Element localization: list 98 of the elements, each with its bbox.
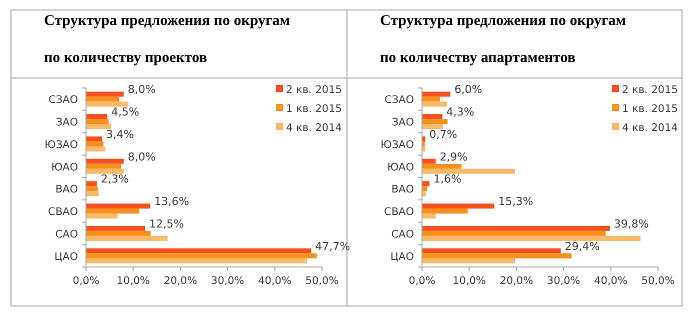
bar: [422, 226, 610, 231]
bar: [422, 248, 561, 254]
bar: [86, 119, 109, 124]
bar: [86, 230, 151, 236]
data-label: 6,0%: [454, 83, 482, 96]
bar: [86, 204, 150, 209]
y-tick-label: САО: [391, 228, 414, 240]
bar: [86, 92, 124, 97]
data-label: 13,6%: [154, 195, 190, 208]
legend-label: 4 кв. 2014: [286, 122, 342, 134]
y-tick-label: ЦАО: [54, 250, 78, 263]
bar: [86, 181, 97, 186]
bar: [86, 248, 312, 254]
y-tick-label: ЮАО: [51, 161, 78, 174]
bar: [86, 102, 128, 107]
bar: [86, 96, 120, 102]
x-tick-label: 10,0%: [452, 275, 486, 287]
data-label: 8,0%: [128, 83, 156, 96]
legend-label: 4 кв. 2014: [622, 122, 678, 134]
data-label: 29,4%: [564, 240, 600, 253]
data-label: 4,3%: [446, 106, 474, 119]
legend-label: 1 кв. 2015: [622, 103, 678, 115]
bar: [422, 158, 436, 164]
bar: [86, 226, 145, 231]
bar: [86, 141, 104, 146]
data-label: 2,3%: [100, 172, 129, 186]
bar: [422, 181, 430, 186]
data-label: 15,3%: [498, 195, 534, 208]
x-tick-label: 50,0%: [641, 275, 675, 287]
x-tick-label: 0,0%: [72, 275, 100, 287]
bar: [86, 214, 118, 219]
bar: [422, 236, 641, 241]
bar: [86, 158, 124, 164]
bar: [422, 114, 442, 120]
bar: [422, 204, 494, 209]
data-label: 2,9%: [440, 150, 468, 164]
y-tick-label: ЗАО: [56, 116, 78, 129]
bar: [86, 146, 106, 152]
chart-title: Структура предложения по округам по количеству проектов: [44, 13, 290, 66]
x-tick-label: 40,0%: [258, 275, 292, 287]
legend-label: 2 кв. 2015: [622, 84, 678, 96]
x-tick-label: 20,0%: [500, 275, 534, 287]
legend-label: 1 кв. 2015: [286, 103, 342, 115]
bar: [86, 208, 140, 214]
bar: [422, 258, 515, 264]
y-tick-label: САО: [55, 228, 78, 240]
x-tick-label: 40,0%: [594, 275, 628, 287]
bar: [422, 253, 572, 258]
bar: [86, 253, 317, 258]
bar: [86, 114, 108, 120]
bar: [86, 164, 121, 169]
y-tick-label: ЗАО: [392, 116, 414, 129]
bar: [422, 92, 450, 97]
y-tick-label: ЦАО: [390, 250, 414, 263]
y-tick-label: ВАО: [391, 184, 414, 196]
x-tick-label: 10,0%: [116, 275, 150, 287]
x-tick-label: 30,0%: [546, 275, 580, 287]
bar: [86, 191, 99, 196]
bar: [422, 168, 515, 174]
data-label: 47,7%: [315, 240, 350, 253]
y-tick-label: ВАО: [55, 184, 78, 196]
x-tick-label: 20,0%: [164, 275, 198, 287]
bar: [422, 124, 443, 130]
bar: [86, 258, 307, 264]
data-label: 39,8%: [614, 217, 649, 230]
y-tick-label: СВАО: [48, 206, 78, 218]
bar: [86, 124, 112, 130]
y-tick-label: ЮАО: [387, 161, 414, 174]
bar: [422, 119, 448, 124]
x-tick-label: 50,0%: [305, 275, 339, 287]
y-tick-label: СЗАО: [384, 94, 414, 106]
bar: [422, 230, 606, 236]
y-tick-label: СВАО: [384, 206, 414, 218]
data-label: 0,7%: [429, 128, 458, 141]
x-tick-label: 30,0%: [210, 275, 244, 287]
bar: [422, 136, 426, 142]
y-tick-label: СЗАО: [48, 94, 78, 106]
legend-label: 2 кв. 2015: [286, 84, 342, 96]
bar: [422, 208, 468, 214]
bar: [422, 102, 448, 107]
bar: [86, 136, 102, 142]
bar: [86, 186, 98, 192]
data-label: 4,5%: [111, 106, 140, 119]
bar: [422, 164, 462, 169]
data-label: 1,6%: [434, 172, 462, 186]
data-label: 12,5%: [149, 217, 184, 230]
bar: [422, 146, 426, 152]
bar: [86, 168, 124, 174]
bar: [422, 214, 436, 219]
bar: [422, 96, 440, 102]
x-tick-label: 0,0%: [408, 275, 436, 287]
data-label: 3,4%: [106, 128, 134, 141]
chart-title: Структура предложения по округам по количеству апартаментов: [380, 13, 626, 66]
data-label: 8,0%: [128, 150, 156, 164]
y-tick-label: ЮЗАО: [380, 138, 414, 151]
bar: [422, 191, 426, 196]
y-tick-label: ЮЗАО: [44, 138, 78, 151]
bar: [86, 236, 168, 241]
